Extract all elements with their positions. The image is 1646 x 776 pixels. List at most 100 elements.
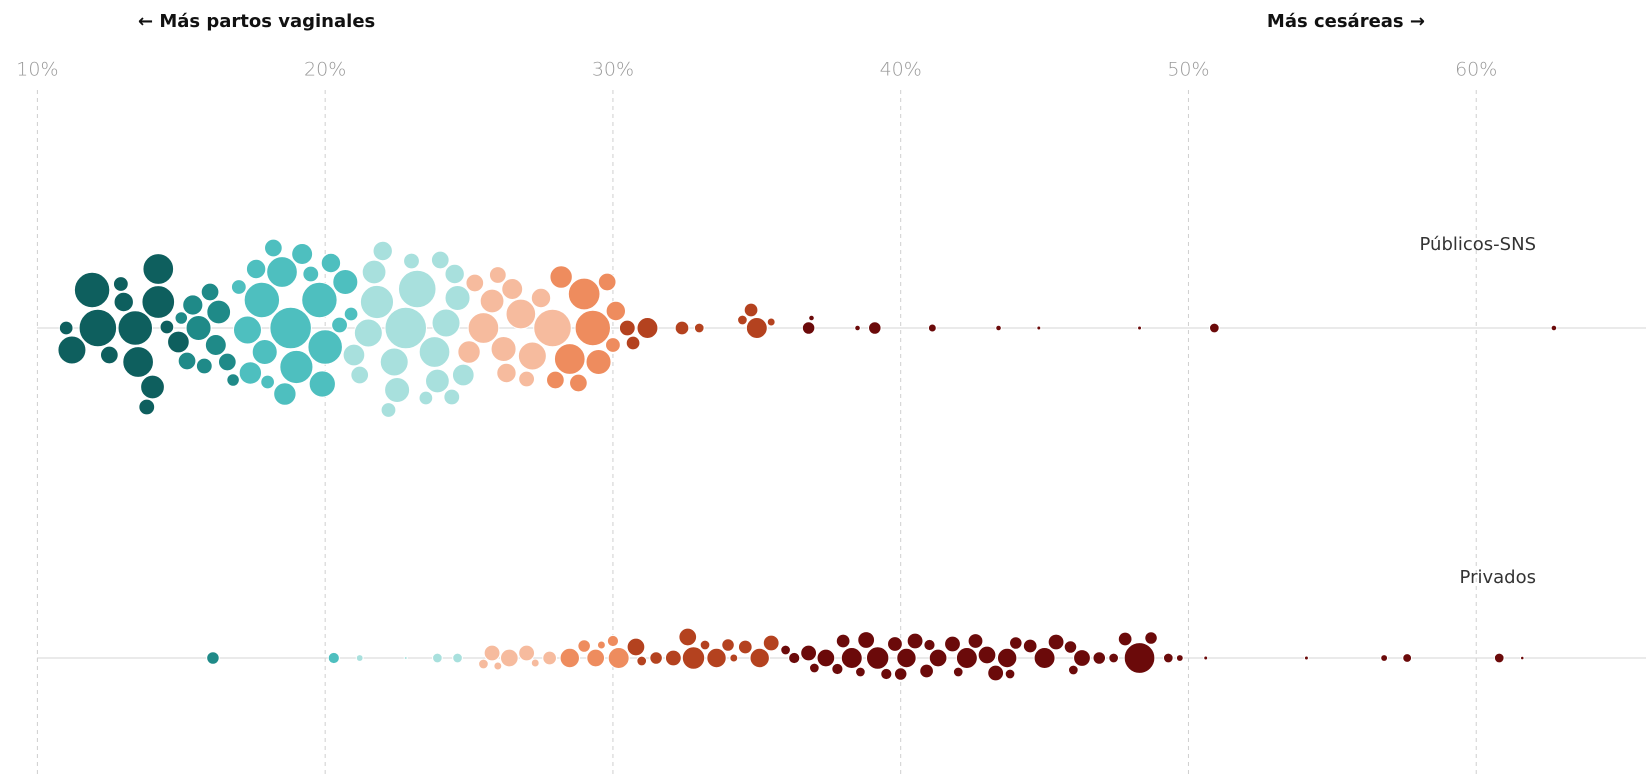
bubble <box>159 319 175 335</box>
bubble <box>499 648 519 668</box>
bubble <box>664 649 682 667</box>
bubble <box>706 647 727 669</box>
bubble <box>359 284 395 320</box>
bubble <box>518 644 536 662</box>
bubble <box>854 324 861 332</box>
bubble <box>857 631 876 649</box>
bubble <box>1068 664 1079 676</box>
bubble <box>478 658 489 670</box>
bubble <box>496 362 517 384</box>
bubble <box>816 648 836 668</box>
bubble <box>808 314 815 322</box>
bubble <box>952 666 964 678</box>
bubble <box>530 658 540 668</box>
bubble <box>403 252 420 270</box>
bubble <box>113 291 134 313</box>
bubble <box>955 647 978 669</box>
bubble <box>78 308 118 348</box>
x-tick-label: 10% <box>16 59 58 81</box>
bubble <box>217 352 237 372</box>
bubble <box>488 266 507 284</box>
bubble <box>452 652 463 664</box>
bubble <box>553 343 586 375</box>
bubble <box>868 321 882 335</box>
bubble <box>546 370 565 390</box>
bubble <box>142 253 175 285</box>
bubble <box>809 662 820 674</box>
bubble <box>995 324 1002 332</box>
bubble <box>182 294 204 316</box>
bubble <box>1004 668 1016 680</box>
bubble <box>1519 655 1525 661</box>
bubble <box>1137 325 1143 331</box>
bubble <box>467 312 500 344</box>
bubble <box>320 252 342 274</box>
bubble <box>944 635 961 653</box>
bubble <box>1209 322 1220 334</box>
bubble <box>530 287 552 309</box>
bubble <box>1063 640 1078 654</box>
bubble <box>490 335 517 363</box>
bubble <box>167 330 190 354</box>
bubble <box>1550 324 1558 332</box>
bubble <box>597 272 617 292</box>
bubble <box>1493 652 1505 664</box>
group-label: Privados <box>1460 567 1536 588</box>
bubble <box>605 337 621 353</box>
bubble <box>361 259 387 285</box>
bubble <box>302 265 320 283</box>
bubble <box>355 654 364 662</box>
bubble <box>1022 638 1038 654</box>
bubble <box>260 374 275 390</box>
bubble <box>636 655 648 667</box>
bubble <box>887 636 903 652</box>
annotation: ← Más partos vaginales <box>138 11 375 32</box>
bubble <box>880 667 893 681</box>
bubble <box>1144 631 1158 645</box>
annotation: Más cesáreas → <box>1267 11 1425 32</box>
bubble <box>596 640 606 650</box>
bubble <box>380 402 397 418</box>
bubble <box>855 666 866 678</box>
bubble <box>350 365 370 385</box>
bubble <box>279 349 314 385</box>
bubble <box>117 310 154 346</box>
bubble <box>372 240 393 262</box>
bubble <box>432 652 443 664</box>
bubble <box>418 336 451 368</box>
bubble <box>1073 649 1091 667</box>
bubble <box>606 634 620 648</box>
bubble <box>1175 654 1184 662</box>
bubble <box>762 634 780 652</box>
bubble <box>343 306 359 322</box>
bubble <box>58 320 74 336</box>
bubble <box>141 285 176 319</box>
bubble <box>625 335 641 351</box>
bubble <box>1108 652 1119 664</box>
bubble <box>780 644 791 656</box>
bubble <box>800 644 818 662</box>
bubble <box>585 348 612 376</box>
bubble <box>518 370 536 388</box>
bubble <box>483 644 501 662</box>
bubble <box>112 276 129 292</box>
bubble <box>928 648 948 668</box>
bubble <box>743 302 759 318</box>
bubble <box>99 345 119 365</box>
bubble <box>273 382 297 406</box>
x-tick-label: 60% <box>1455 59 1497 81</box>
bubble <box>766 317 776 327</box>
bubble <box>681 646 706 670</box>
bubble <box>251 338 278 366</box>
bubble <box>559 647 580 669</box>
bubble <box>745 317 768 339</box>
bubble <box>384 376 411 404</box>
x-tick-label: 50% <box>1167 59 1209 81</box>
bubble <box>1009 636 1023 650</box>
bubble <box>332 268 359 296</box>
bubble <box>245 258 267 280</box>
bubble <box>425 368 450 394</box>
bubble <box>1036 325 1042 331</box>
bubble <box>831 662 844 676</box>
bubble <box>140 374 165 400</box>
